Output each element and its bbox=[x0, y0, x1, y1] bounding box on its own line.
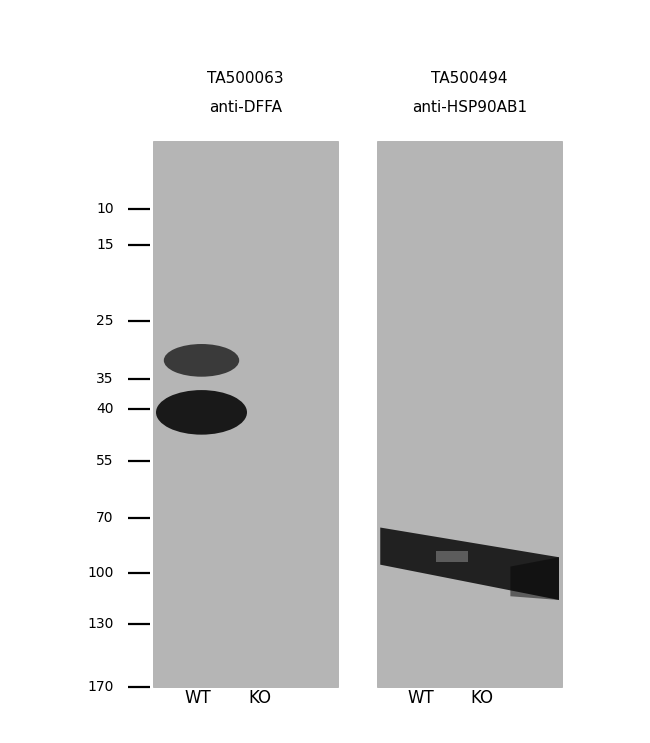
Text: TA500494: TA500494 bbox=[432, 71, 508, 85]
Text: 100: 100 bbox=[87, 565, 114, 580]
Text: WT: WT bbox=[408, 690, 435, 707]
Text: 130: 130 bbox=[87, 617, 114, 632]
Text: 10: 10 bbox=[96, 202, 114, 216]
Text: 40: 40 bbox=[96, 402, 114, 416]
Ellipse shape bbox=[156, 390, 247, 435]
Text: TA500063: TA500063 bbox=[207, 71, 283, 85]
Text: WT: WT bbox=[185, 690, 212, 707]
FancyBboxPatch shape bbox=[153, 141, 338, 687]
Text: KO: KO bbox=[471, 690, 494, 707]
Text: KO: KO bbox=[248, 690, 272, 707]
Text: 15: 15 bbox=[96, 238, 114, 252]
Ellipse shape bbox=[164, 344, 239, 377]
Polygon shape bbox=[436, 551, 468, 562]
Text: 25: 25 bbox=[96, 314, 114, 328]
Polygon shape bbox=[510, 557, 559, 600]
Text: 70: 70 bbox=[96, 511, 114, 525]
Text: 35: 35 bbox=[96, 372, 114, 386]
Text: 55: 55 bbox=[96, 454, 114, 467]
Polygon shape bbox=[380, 528, 559, 600]
Text: anti-HSP90AB1: anti-HSP90AB1 bbox=[412, 100, 527, 115]
Text: anti-DFFA: anti-DFFA bbox=[209, 100, 282, 115]
Text: 170: 170 bbox=[87, 681, 114, 694]
FancyBboxPatch shape bbox=[377, 141, 562, 687]
